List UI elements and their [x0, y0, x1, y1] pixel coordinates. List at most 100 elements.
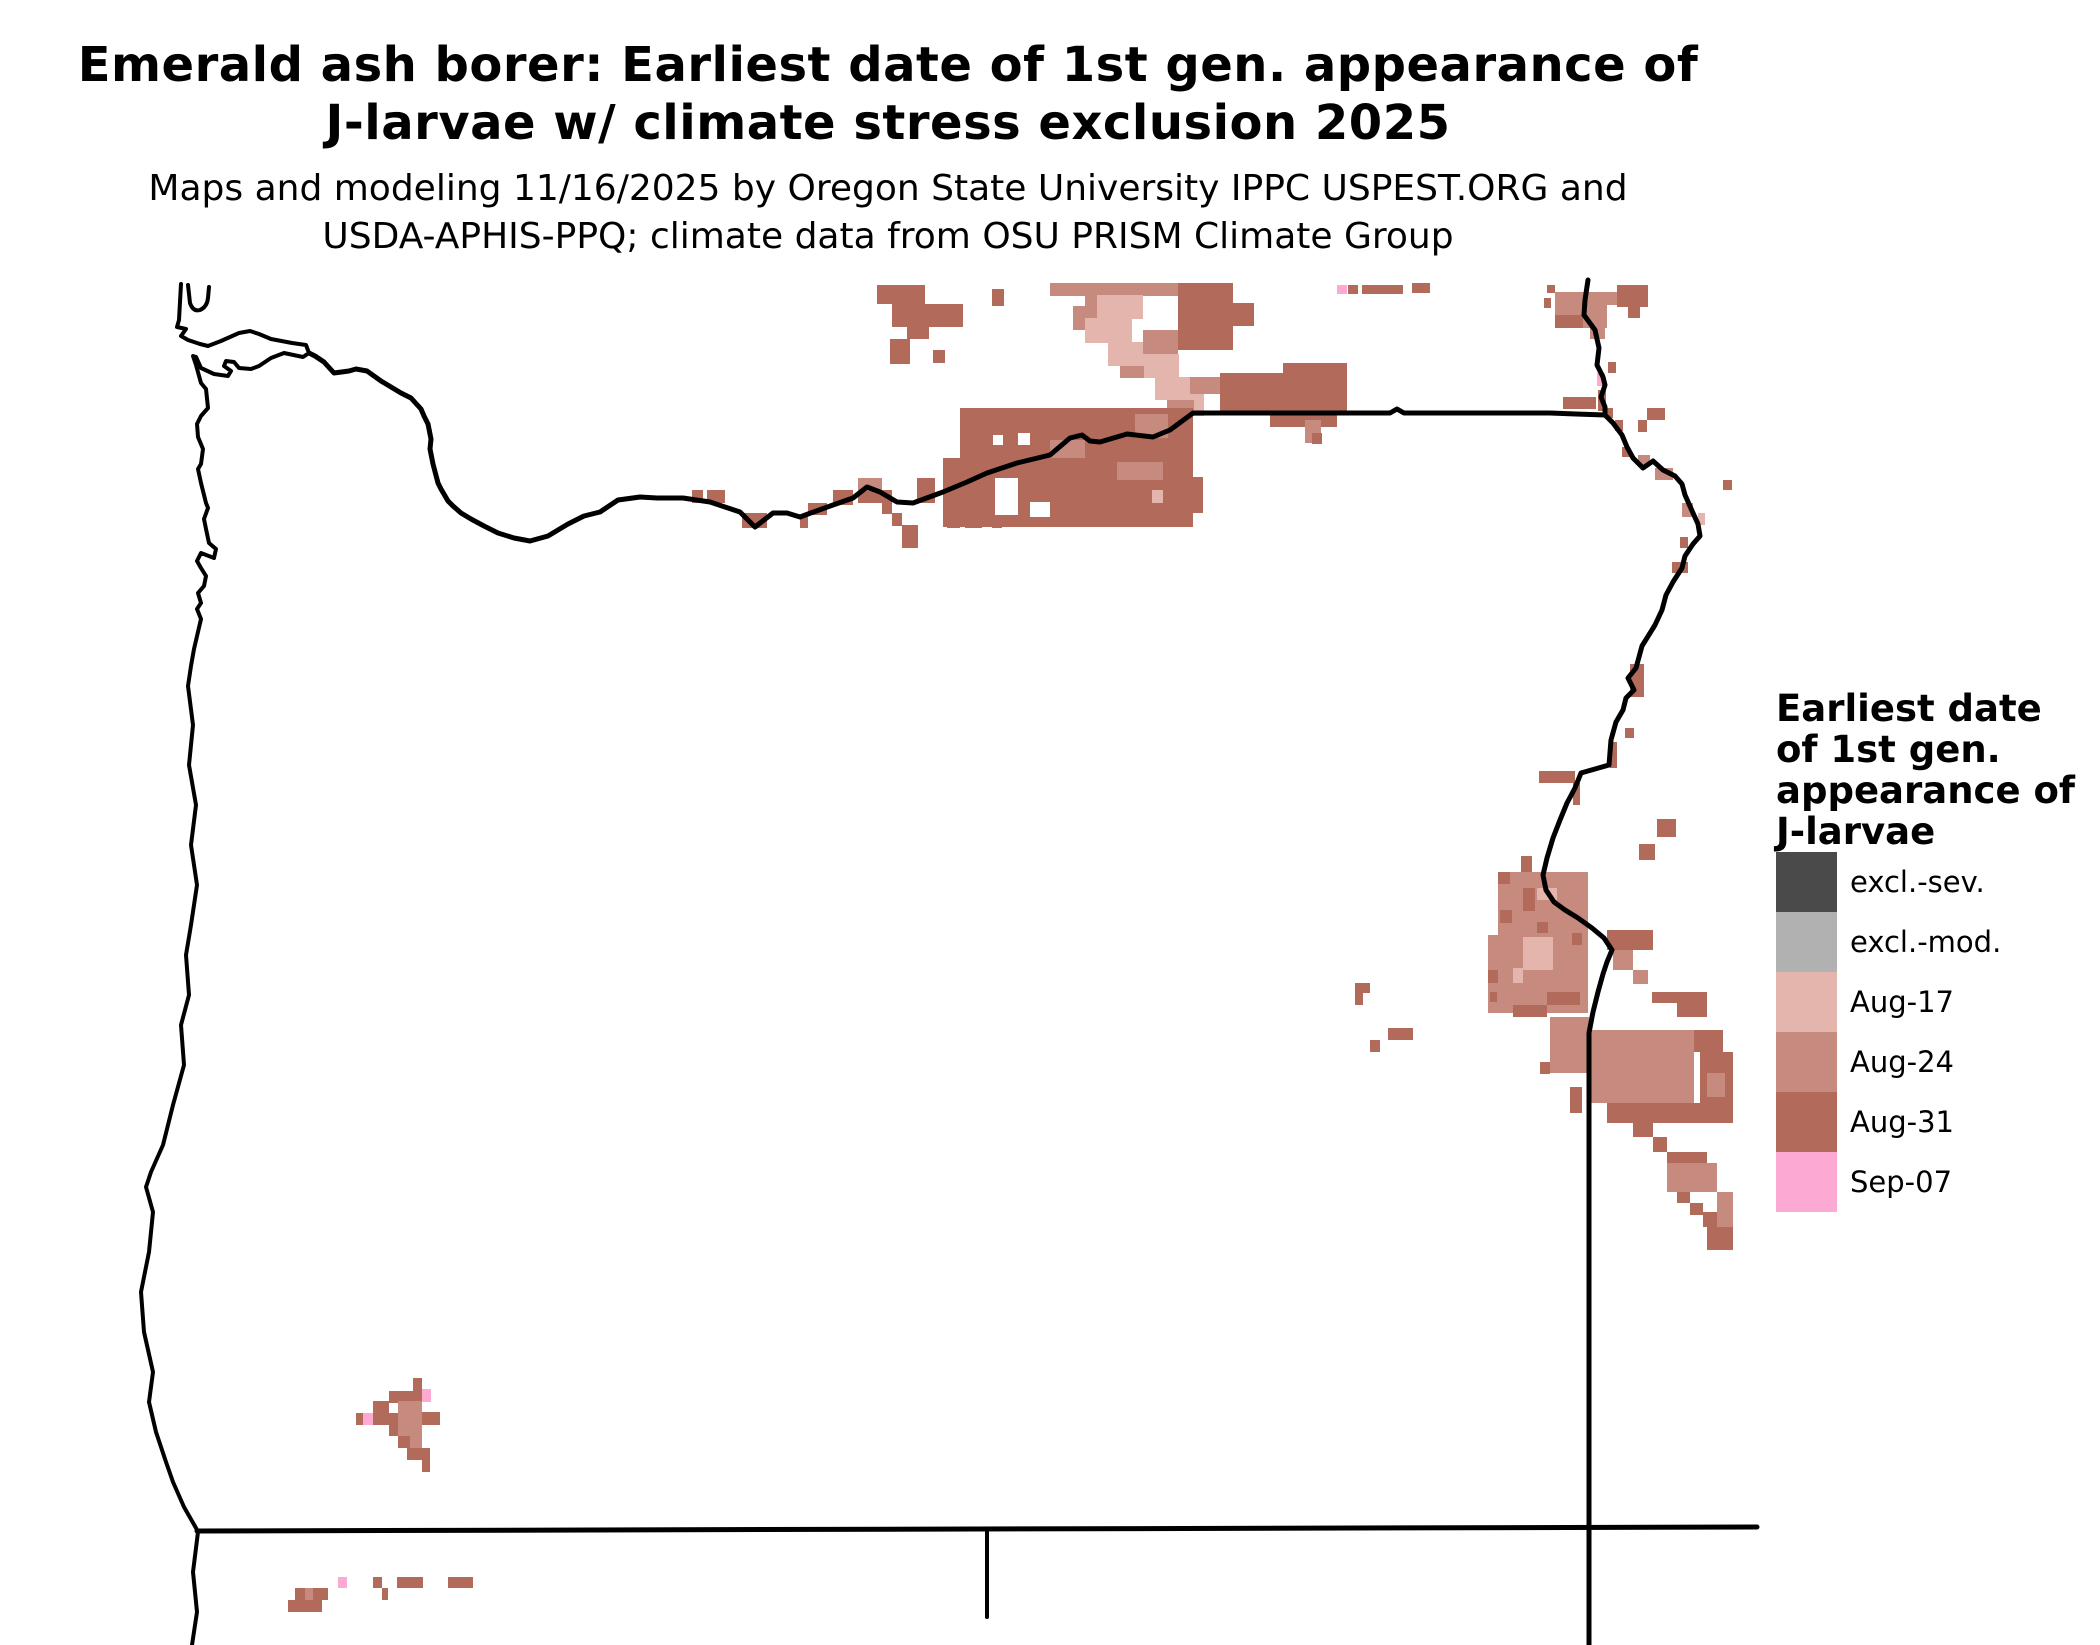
- raster-cell: [1717, 1192, 1733, 1227]
- raster-cell: [902, 525, 918, 548]
- raster-cell: [1653, 1137, 1667, 1152]
- raster-cell: [1605, 408, 1613, 418]
- raster-cell: [389, 1425, 398, 1436]
- raster-cell: [373, 1413, 398, 1425]
- raster-cell: [1523, 888, 1535, 911]
- raster-cell: [1220, 373, 1347, 411]
- raster-cell: [363, 1413, 373, 1425]
- coastline: [139, 282, 311, 1645]
- legend-swatch-a24: [1776, 1032, 1837, 1092]
- raster-cell: [1523, 937, 1553, 970]
- raster-cell: [1388, 1028, 1413, 1040]
- raster-cell: [1622, 447, 1630, 457]
- raster-cell: [356, 1413, 363, 1425]
- raster-cell: [397, 1577, 423, 1588]
- raster-cell: [1312, 433, 1322, 444]
- raster-cell: [373, 1401, 389, 1413]
- raster-cell: [1555, 305, 1583, 315]
- raster-cell: [1682, 503, 1693, 517]
- legend-swatch-sev: [1776, 852, 1837, 912]
- figure-subtitle: Maps and modeling 11/16/2025 by Oregon S…: [0, 166, 1776, 260]
- raster-cell: [1521, 856, 1532, 872]
- raster-cell: [398, 1401, 422, 1440]
- raster-cell: [1707, 1073, 1725, 1097]
- legend-swatch-s07: [1776, 1152, 1837, 1212]
- raster-cell: [947, 505, 960, 528]
- legend-label-sev: excl.-sev.: [1850, 865, 1985, 899]
- raster-cell: [1613, 950, 1633, 970]
- raster-cell: [288, 1600, 322, 1612]
- raster-cell: [1143, 330, 1178, 354]
- title-line-2: J-larvae w/ climate stress exclusion 202…: [325, 95, 1451, 151]
- raster-cell: [413, 1378, 422, 1391]
- raster-cell: [1617, 285, 1648, 307]
- raster-cell: [1233, 303, 1254, 326]
- legend-label-a31: Aug-31: [1850, 1105, 1954, 1139]
- raster-cell: [1355, 993, 1363, 1005]
- raster-cell: [1652, 992, 1707, 1003]
- raster-cell: [965, 505, 982, 528]
- raster-cell: [1544, 298, 1551, 308]
- raster-cell: [1639, 844, 1655, 860]
- raster-cell: [1050, 283, 1143, 296]
- raster-cell: [1677, 1003, 1707, 1017]
- title-line-1: Emerald ash borer: Earliest date of 1st …: [77, 37, 1699, 93]
- raster-cell: [1698, 513, 1705, 525]
- raster-cell: [707, 490, 725, 503]
- raster-cell: [995, 478, 1018, 515]
- raster-cell: [1638, 420, 1647, 432]
- legend-swatch-a17: [1776, 972, 1837, 1032]
- south-border: [194, 1524, 1760, 1534]
- raster-cell: [1563, 397, 1596, 409]
- raster-cell: [373, 1577, 382, 1588]
- raster-cell: [1539, 771, 1575, 783]
- raster-cell: [1647, 408, 1665, 420]
- raster-cell: [1540, 1062, 1550, 1074]
- legend-color-bar: [1776, 852, 1837, 1212]
- raster-cell: [1498, 872, 1510, 884]
- raster-cell: [692, 490, 703, 503]
- raster-cell: [1615, 420, 1623, 431]
- raster-cell: [892, 513, 902, 526]
- raster-cell: [1723, 480, 1732, 490]
- raster-cell: [1283, 363, 1347, 374]
- raster-cell: [1178, 283, 1233, 350]
- raster-cell: [1597, 373, 1605, 386]
- raster-cell: [1190, 377, 1220, 394]
- raster-cell: [1607, 930, 1653, 950]
- figure-header: Emerald ash borer: Earliest date of 1st …: [0, 36, 1776, 260]
- legend-title: Earliest date of 1st gen. appearance of J-l…: [1776, 688, 2100, 852]
- raster-cell: [1537, 922, 1548, 933]
- legend-label-a17: Aug-17: [1850, 985, 1954, 1019]
- subtitle-line-1: Maps and modeling 11/16/2025 by Oregon S…: [148, 168, 1628, 209]
- raster-cell: [1667, 1163, 1717, 1192]
- legend-label-a24: Aug-24: [1850, 1045, 1954, 1079]
- legend-label-s07: Sep-07: [1850, 1165, 1953, 1199]
- raster-cell: [410, 1440, 422, 1448]
- raster-cell: [800, 515, 808, 528]
- raster-cell: [1412, 283, 1430, 293]
- raster-cell: [1638, 455, 1650, 465]
- raster-cell: [1085, 295, 1097, 318]
- legend-swatch-a31: [1776, 1092, 1837, 1152]
- raster-cell: [338, 1577, 347, 1588]
- raster-cell: [892, 304, 963, 327]
- raster-cell: [1680, 537, 1688, 548]
- raster-cell: [1633, 970, 1648, 984]
- raster-cell: [1703, 1212, 1717, 1227]
- raster-cell: [1628, 307, 1640, 318]
- raster-cell: [1500, 910, 1512, 923]
- raster-cell: [877, 285, 925, 304]
- raster-cell: [1633, 1123, 1653, 1137]
- legend: Earliest date of 1st gen. appearance of J-l…: [1776, 688, 2100, 1212]
- raster-cell: [1085, 318, 1132, 343]
- raster-cell: [1677, 1192, 1690, 1203]
- raster-cell: [1607, 1103, 1700, 1123]
- raster-cell: [1555, 315, 1583, 328]
- raster-cell: [1572, 933, 1582, 945]
- raster-cell: [1073, 306, 1085, 330]
- raster-cell: [422, 1412, 440, 1425]
